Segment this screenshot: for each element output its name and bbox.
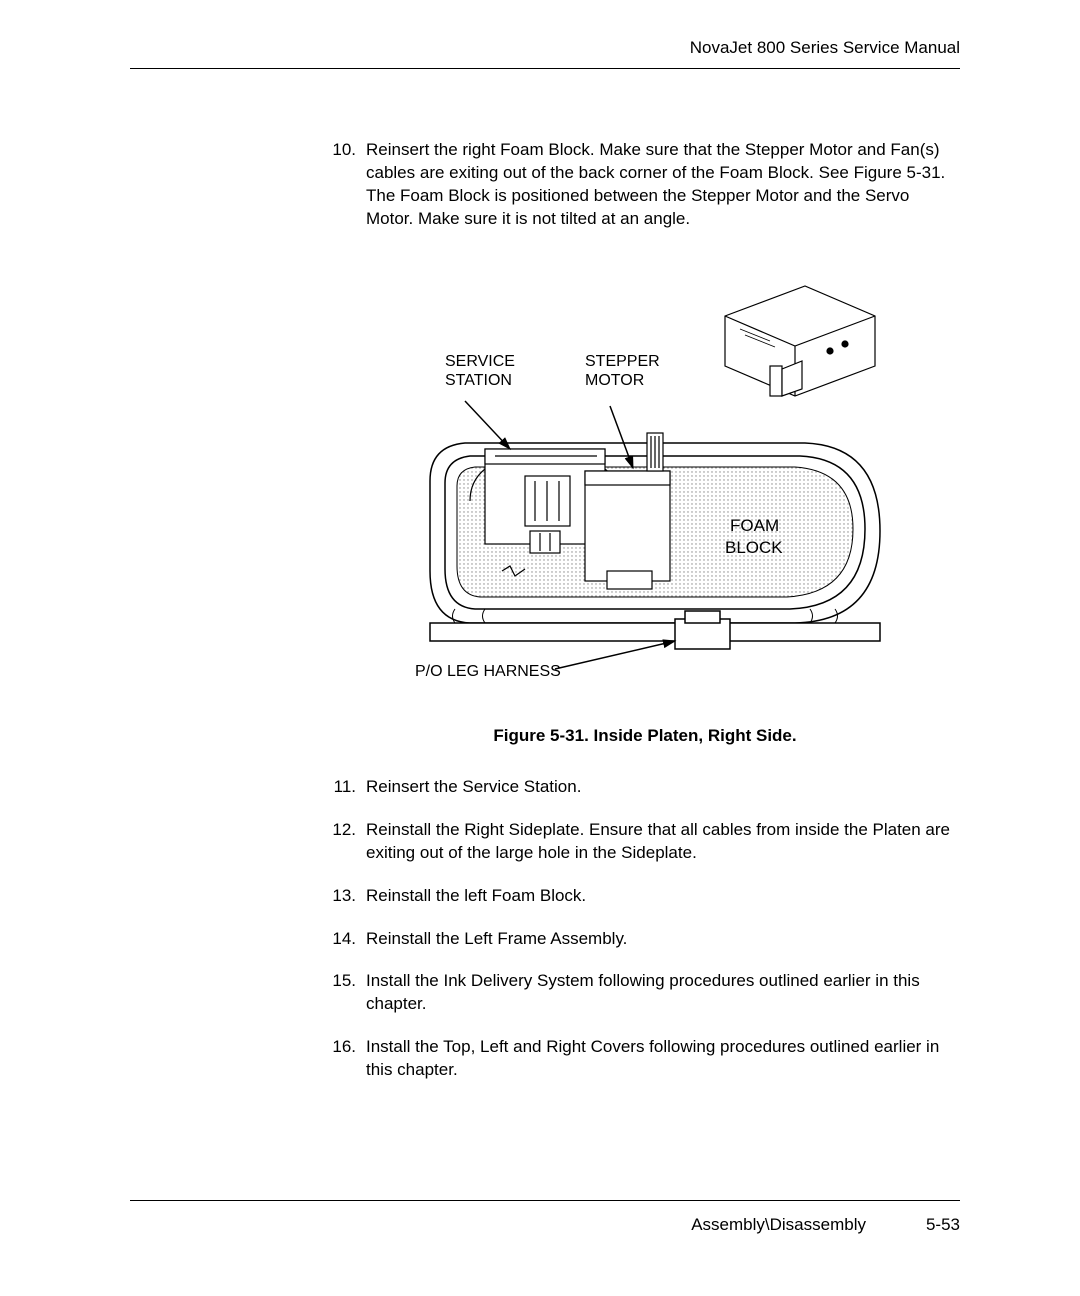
platen-edge-icon [430, 609, 880, 649]
step-text: Install the Top, Left and Right Covers f… [366, 1036, 960, 1082]
step-text: Reinstall the left Foam Block. [366, 885, 960, 908]
step-text: Install the Ink Delivery System followin… [366, 970, 960, 1016]
page-footer: Assembly\Disassembly 5-53 [130, 1215, 960, 1235]
step-11: 11. Reinsert the Service Station. [330, 776, 960, 799]
step-number: 11. [330, 776, 366, 799]
label-service-station: SERVICE [445, 353, 515, 370]
arrow-service-station [465, 401, 510, 449]
step-16: 16. Install the Top, Left and Right Cove… [330, 1036, 960, 1082]
arrow-stepper [610, 406, 633, 468]
step-text: Reinsert the right Foam Block. Make sure… [366, 139, 960, 231]
step-number: 15. [330, 970, 366, 1016]
step-number: 13. [330, 885, 366, 908]
step-10: 10. Reinsert the right Foam Block. Make … [330, 139, 960, 231]
arrow-leg-harness [555, 641, 675, 669]
label-foam-2: BLOCK [725, 538, 783, 557]
page-body: NovaJet 800 Series Service Manual 10. Re… [130, 38, 960, 1102]
step-text: Reinstall the Left Frame Assembly. [366, 928, 960, 951]
figure-5-31: SERVICE STATION STEPPER MOTOR FOAM BLOCK… [330, 271, 960, 746]
step-text: Reinstall the Right Sideplate. Ensure th… [366, 819, 960, 865]
figure-caption: Figure 5-31. Inside Platen, Right Side. [330, 726, 960, 746]
footer-rule [130, 1200, 960, 1201]
figure-diagram: SERVICE STATION STEPPER MOTOR FOAM BLOCK… [375, 271, 915, 701]
label-stepper-2: MOTOR [585, 372, 644, 389]
servo-motor-icon [725, 286, 875, 396]
step-number: 10. [330, 139, 366, 231]
step-13: 13. Reinstall the left Foam Block. [330, 885, 960, 908]
manual-title: NovaJet 800 Series Service Manual [690, 38, 960, 57]
label-foam: FOAM [730, 516, 779, 535]
content-column: 10. Reinsert the right Foam Block. Make … [130, 139, 960, 1082]
footer-page-number: 5-53 [926, 1215, 960, 1235]
step-number: 14. [330, 928, 366, 951]
page-header: NovaJet 800 Series Service Manual [130, 38, 960, 69]
label-service-station-2: STATION [445, 372, 512, 389]
step-12: 12. Reinstall the Right Sideplate. Ensur… [330, 819, 960, 865]
step-14: 14. Reinstall the Left Frame Assembly. [330, 928, 960, 951]
footer-section: Assembly\Disassembly [691, 1215, 866, 1235]
step-text: Reinsert the Service Station. [366, 776, 960, 799]
label-stepper: STEPPER [585, 353, 660, 370]
label-leg-harness: P/O LEG HARNESS [415, 663, 561, 680]
step-number: 12. [330, 819, 366, 865]
step-number: 16. [330, 1036, 366, 1082]
step-15: 15. Install the Ink Delivery System foll… [330, 970, 960, 1016]
